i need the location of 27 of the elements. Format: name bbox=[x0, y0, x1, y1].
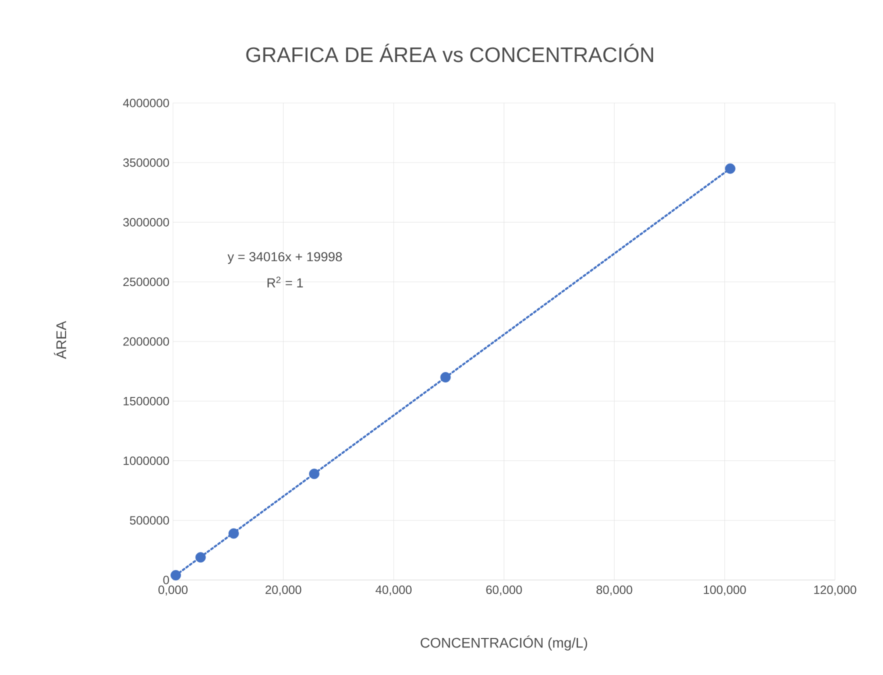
y-tick-label: 2500000 bbox=[123, 278, 169, 286]
x-tick-label: 120,000 bbox=[814, 586, 856, 596]
chart-title: GRAFICA DE ÁREA vs CONCENTRACIÓN bbox=[246, 44, 654, 62]
point bbox=[170, 570, 181, 580]
y-tick-label: 1500000 bbox=[124, 396, 169, 406]
x-tick-label: 60,000 bbox=[486, 586, 522, 596]
y-tick-label: 500000 bbox=[130, 516, 169, 525]
point bbox=[228, 528, 239, 539]
point bbox=[440, 372, 451, 382]
x-tick-label: 40,000 bbox=[376, 586, 412, 596]
y-tick-label: 3000000 bbox=[123, 218, 169, 226]
point bbox=[195, 552, 206, 563]
x-tick-label: 100,000 bbox=[704, 586, 746, 596]
y-tick-label: 0 bbox=[163, 576, 170, 584]
y-tick-label: 4000000 bbox=[123, 98, 169, 108]
y-tick-label: 3500000 bbox=[123, 158, 169, 167]
y-axis-title: ÁREA bbox=[54, 320, 66, 360]
x-tick-label: 0,000 bbox=[158, 586, 188, 596]
y-tick-label: 2000000 bbox=[123, 337, 169, 346]
y-tick-label: 1000000 bbox=[124, 456, 169, 465]
x-tick-label: 80,000 bbox=[596, 586, 632, 596]
point bbox=[309, 468, 320, 480]
x-tick-label: 20,000 bbox=[266, 586, 302, 596]
point bbox=[724, 163, 736, 174]
x-axis-title: CONCENTRACIÓN (mg/L) bbox=[420, 635, 588, 651]
annotation: R$^{2}$ = 1 bbox=[268, 276, 303, 288]
annotation: y = 34016x + 19998 bbox=[228, 252, 342, 264]
